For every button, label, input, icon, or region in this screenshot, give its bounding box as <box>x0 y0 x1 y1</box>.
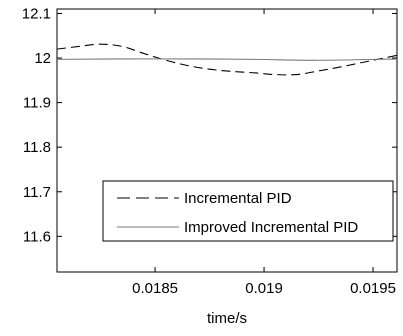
legend-label: Incremental PID <box>184 190 292 207</box>
y-tick-label: 11.8 <box>23 139 51 156</box>
y-tick-label: 12 <box>34 50 51 67</box>
series-line-incremental-pid <box>57 43 397 76</box>
x-tick-label: 0.0185 <box>132 280 178 297</box>
x-tick-label: 0.0195 <box>350 280 396 297</box>
y-tick-label: 11.9 <box>23 95 51 112</box>
y-tick-label: 11.6 <box>23 228 51 245</box>
x-axis-label: time/s <box>207 310 247 327</box>
legend-box <box>102 180 394 242</box>
x-tick-label: 0.019 <box>245 280 283 297</box>
legend-label: Improved Incremental PID <box>184 219 358 236</box>
y-tick-label: 11.7 <box>23 184 51 201</box>
y-tick-label: 12.1 <box>22 5 51 22</box>
series-line-improved-incremental-pid <box>57 58 397 61</box>
